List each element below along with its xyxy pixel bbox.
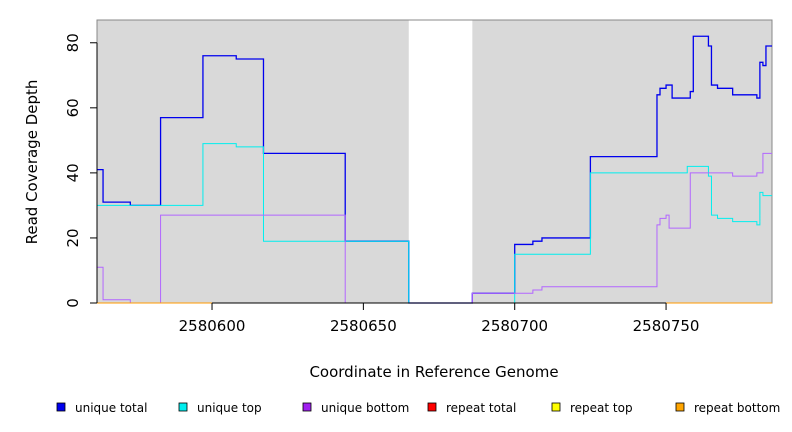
legend-label: unique bottom bbox=[321, 401, 409, 415]
legend-item: repeat top bbox=[551, 401, 633, 415]
gap-region bbox=[408, 20, 473, 303]
legend-item: unique total bbox=[56, 401, 147, 415]
legend: unique total unique top unique bottom repea… bbox=[56, 401, 780, 415]
legend-item: repeat bottom bbox=[675, 401, 780, 415]
legend-swatch bbox=[427, 402, 437, 412]
y-tick-label: 80 bbox=[64, 33, 82, 52]
y-tick-label: 0 bbox=[64, 298, 82, 308]
plot-panel bbox=[96, 19, 773, 304]
legend-item: unique bottom bbox=[302, 401, 409, 415]
x-axis: 2580600 2580650 2580700 2580750 bbox=[179, 302, 700, 335]
y-axis: 0 20 40 60 80 bbox=[64, 33, 98, 308]
legend-label: repeat top bbox=[570, 401, 633, 415]
legend-swatch bbox=[675, 402, 685, 412]
y-tick-label: 20 bbox=[64, 228, 82, 247]
y-tick-label: 60 bbox=[64, 98, 82, 117]
x-tick-label: 2580600 bbox=[179, 317, 246, 335]
y-axis-title: Read Coverage Depth bbox=[23, 80, 41, 245]
legend-item: unique top bbox=[178, 401, 262, 415]
axes: 2580600 2580650 2580700 2580750 0 20 40 60 80 bbox=[64, 33, 699, 335]
legend-label: repeat bottom bbox=[694, 401, 780, 415]
legend-swatch bbox=[302, 402, 312, 412]
series-line-unique-total bbox=[97, 35, 772, 304]
legend-swatch bbox=[551, 402, 561, 412]
series-line-unique-top bbox=[97, 143, 772, 304]
legend-swatch bbox=[56, 402, 66, 412]
legend-swatch bbox=[178, 402, 188, 412]
y-tick-label: 40 bbox=[64, 163, 82, 182]
legend-label: repeat total bbox=[446, 401, 516, 415]
x-axis-title: Coordinate in Reference Genome bbox=[309, 363, 558, 381]
legend-item: repeat total bbox=[427, 401, 516, 415]
series-line-unique-bottom bbox=[97, 152, 772, 304]
legend-label: unique top bbox=[197, 401, 262, 415]
x-tick-label: 2580650 bbox=[330, 317, 397, 335]
x-tick-label: 2580750 bbox=[633, 317, 700, 335]
legend-label: unique total bbox=[75, 401, 147, 415]
x-tick-label: 2580700 bbox=[481, 317, 548, 335]
